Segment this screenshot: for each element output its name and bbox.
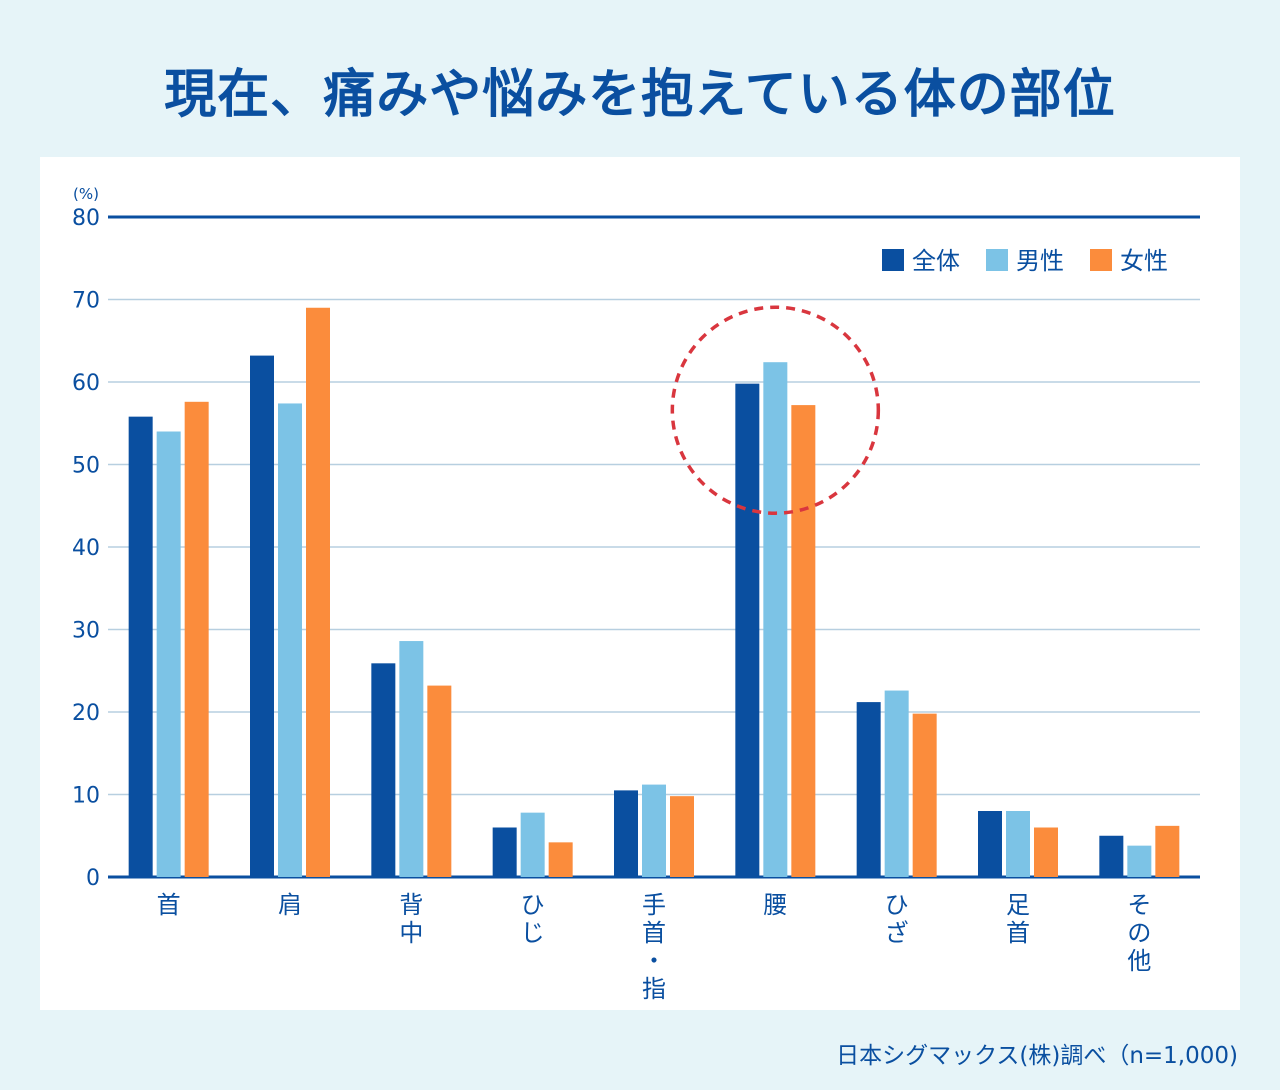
- legend-swatch-女性: [1090, 249, 1112, 271]
- bar-男性-首: [156, 431, 181, 877]
- legend-swatch-全体: [882, 249, 904, 271]
- bar-女性-ひじ: [548, 842, 573, 877]
- highlight-circle: [670, 305, 881, 515]
- category-label: 背中: [399, 891, 423, 947]
- bar-男性-手首・指: [642, 784, 666, 877]
- bar-全体-ひざ: [856, 702, 881, 877]
- y-tick-label: 60: [72, 371, 100, 396]
- bar-全体-腰: [735, 383, 760, 877]
- bar-全体-手首・指: [614, 790, 638, 877]
- bar-chart: 0 10 20 30 40 50 60 70 80 (%) 首 肩 背中 ひじ 手首・指 腰 ひざ 足首 その他 全体…: [72, 185, 1200, 1003]
- chart-title: 現在、痛みや悩みを抱えている体の部位: [164, 65, 1116, 125]
- legend-label-女性: 女性: [1120, 247, 1168, 275]
- bar-男性-肩: [278, 403, 302, 877]
- chart-panel: 0 10 20 30 40 50 60 70 80 (%) 首 肩 背中 ひじ 手首・指 腰 ひざ 足首 その他 全体…: [40, 157, 1240, 1010]
- y-unit-label: (%): [73, 185, 99, 203]
- source-note: 日本シグマックス(株)調べ（n=1,000): [836, 1043, 1238, 1069]
- bar-全体-背中: [371, 663, 396, 877]
- category-label: 手首・指: [642, 891, 666, 1003]
- category-label: 首: [157, 891, 181, 919]
- y-tick-label: 80: [72, 206, 100, 231]
- category-label: その他: [1127, 891, 1151, 975]
- bar-女性-腰: [791, 405, 816, 877]
- y-tick-label: 10: [72, 784, 100, 809]
- category-label: ひざ: [885, 891, 909, 947]
- y-tick-label: 70: [72, 289, 100, 314]
- y-tick-label: 20: [72, 701, 100, 726]
- y-tick-label: 40: [72, 536, 100, 561]
- bar-女性-首: [184, 401, 209, 877]
- bar-女性-手首・指: [670, 796, 694, 877]
- y-tick-label: 50: [72, 454, 100, 479]
- bar-女性-ひざ: [912, 713, 937, 877]
- bar-女性-肩: [306, 307, 330, 877]
- bar-男性-その他: [1127, 845, 1152, 877]
- category-label: 足首: [1006, 891, 1030, 947]
- bar-男性-ひじ: [520, 812, 545, 877]
- bar-男性-腰: [763, 362, 788, 877]
- legend-swatch-男性: [986, 249, 1008, 271]
- bar-男性-背中: [399, 641, 424, 877]
- category-label: 肩: [278, 891, 302, 919]
- bar-男性-ひざ: [884, 690, 909, 877]
- category-label: 腰: [763, 891, 787, 919]
- category-label: ひじ: [521, 891, 545, 947]
- bar-女性-その他: [1155, 825, 1180, 877]
- bar-全体-足首: [978, 811, 1002, 877]
- bar-女性-足首: [1034, 827, 1058, 877]
- bar-全体-その他: [1099, 835, 1124, 877]
- bar-女性-背中: [427, 685, 452, 877]
- y-tick-label: 30: [72, 619, 100, 644]
- bar-全体-ひじ: [492, 827, 517, 877]
- bar-全体-首: [128, 416, 153, 877]
- legend-label-全体: 全体: [912, 247, 960, 275]
- bar-男性-足首: [1006, 811, 1030, 877]
- bar-全体-肩: [250, 355, 274, 878]
- y-tick-label: 0: [86, 866, 100, 891]
- legend-label-男性: 男性: [1016, 247, 1064, 275]
